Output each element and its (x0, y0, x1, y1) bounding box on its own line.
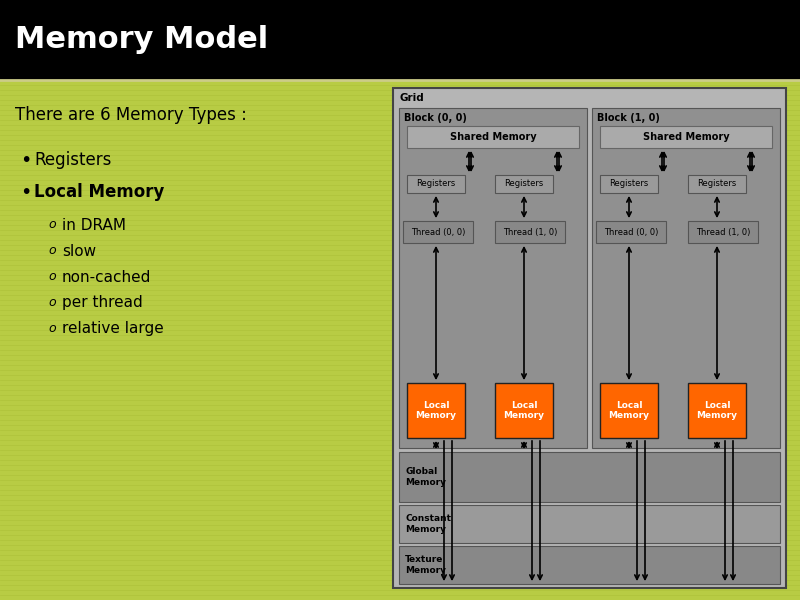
Bar (600, 383, 658, 438)
Text: Registers: Registers (504, 179, 544, 188)
Text: There are 6 Memory Types :: There are 6 Memory Types : (15, 106, 247, 124)
Bar (495, 221, 565, 243)
Text: Memory Model: Memory Model (15, 25, 268, 55)
Text: slow: slow (62, 244, 96, 259)
Text: Shared Memory: Shared Memory (450, 132, 536, 142)
Bar (0, 0, 800, 80)
Text: Local
Memory: Local Memory (697, 401, 738, 420)
Text: Registers: Registers (34, 151, 111, 169)
Bar (399, 505, 780, 543)
Text: •: • (20, 182, 31, 202)
Text: Registers: Registers (610, 179, 649, 188)
Text: per thread: per thread (62, 295, 142, 311)
Bar (399, 108, 587, 448)
Bar (688, 175, 746, 193)
Text: Local
Memory: Local Memory (415, 401, 457, 420)
Text: Local
Memory: Local Memory (503, 401, 545, 420)
Bar (403, 221, 473, 243)
Text: Thread (1, 0): Thread (1, 0) (696, 227, 750, 236)
Text: Block (0, 0): Block (0, 0) (404, 113, 467, 123)
Text: Thread (0, 0): Thread (0, 0) (604, 227, 658, 236)
Bar (407, 383, 465, 438)
Text: o: o (48, 323, 56, 335)
Text: Grid: Grid (399, 93, 424, 103)
Text: Registers: Registers (416, 179, 456, 188)
Text: Thread (1, 0): Thread (1, 0) (503, 227, 557, 236)
Bar (592, 108, 780, 448)
Bar (407, 175, 465, 193)
Text: Block (1, 0): Block (1, 0) (597, 113, 660, 123)
Bar (399, 546, 780, 584)
Bar (407, 126, 579, 148)
Text: Shared Memory: Shared Memory (642, 132, 730, 142)
Text: Registers: Registers (698, 179, 737, 188)
Text: Local
Memory: Local Memory (609, 401, 650, 420)
Bar (399, 452, 780, 502)
Text: o: o (48, 296, 56, 310)
Text: Thread (0, 0): Thread (0, 0) (411, 227, 465, 236)
Text: o: o (48, 245, 56, 257)
Text: •: • (20, 151, 31, 169)
Bar (495, 175, 553, 193)
Text: Global
Memory: Global Memory (405, 467, 446, 487)
Text: Texture
Memory: Texture Memory (405, 556, 446, 575)
Bar (495, 383, 553, 438)
Bar (600, 175, 658, 193)
Text: Local Memory: Local Memory (34, 183, 164, 201)
Text: o: o (48, 271, 56, 283)
Text: relative large: relative large (62, 322, 164, 337)
Text: Constant
Memory: Constant Memory (405, 514, 451, 534)
Text: in DRAM: in DRAM (62, 217, 126, 232)
Bar (596, 221, 666, 243)
Text: non-cached: non-cached (62, 269, 151, 284)
Bar (688, 383, 746, 438)
Text: o: o (48, 218, 56, 232)
Bar (393, 88, 786, 588)
Bar (600, 126, 772, 148)
Bar (688, 221, 758, 243)
